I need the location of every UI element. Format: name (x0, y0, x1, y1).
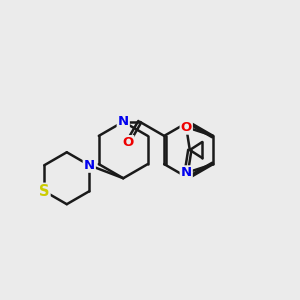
Text: N: N (181, 166, 192, 179)
Text: N: N (118, 115, 129, 128)
Text: O: O (122, 136, 134, 149)
Text: N: N (84, 159, 95, 172)
Text: O: O (181, 121, 192, 134)
Text: S: S (39, 184, 50, 199)
